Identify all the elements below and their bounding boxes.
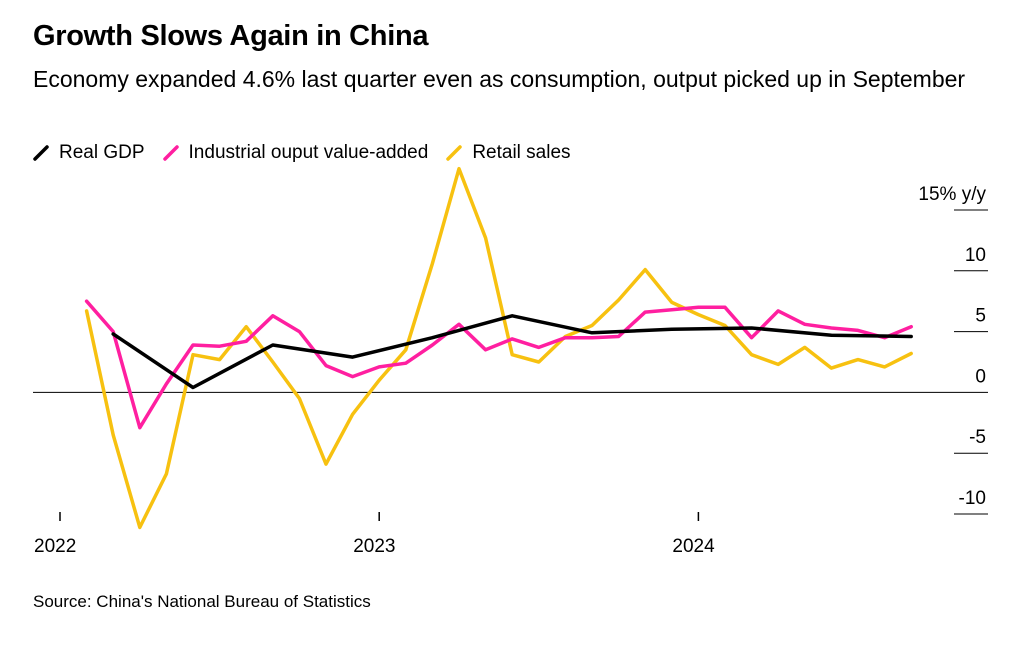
x-axis: 2022 2023 2024 xyxy=(34,512,715,557)
legend-swatch-retail-sales xyxy=(446,145,463,161)
chart-subtitle: Economy expanded 4.6% last quarter even … xyxy=(33,66,966,92)
chart-title: Growth Slows Again in China xyxy=(33,20,429,52)
series-line-industrial-output xyxy=(84,299,913,430)
source-note: Source: China's National Bureau of Stati… xyxy=(33,592,371,611)
legend-swatch-industrial-output xyxy=(162,145,179,161)
y-tick-label: 0 xyxy=(975,366,986,387)
legend-label-real-gdp: Real GDP xyxy=(59,142,145,163)
legend-label-industrial-output: Industrial ouput value-added xyxy=(188,142,429,163)
legend-swatch-real-gdp xyxy=(33,145,49,161)
legend: Real GDP Industrial ouput value-added Re… xyxy=(33,139,589,167)
y-tick-label: -10 xyxy=(959,488,986,509)
y-tick-label: 15% y/y xyxy=(918,184,986,205)
y-tick-label: 5 xyxy=(975,306,986,327)
x-tick-label: 2022 xyxy=(34,536,76,557)
y-tick-label: -5 xyxy=(969,427,986,448)
legend-item-retail-sales: Retail sales xyxy=(446,142,571,164)
x-tick-label: 2023 xyxy=(353,536,395,557)
series-line-real-gdp xyxy=(111,314,913,390)
y-axis: 15% y/y 10 5 0 -5 -10 xyxy=(918,184,986,509)
y-tick-label: 10 xyxy=(965,245,986,266)
series-line-retail-sales xyxy=(84,166,913,530)
legend-label-retail-sales: Retail sales xyxy=(472,142,571,163)
legend-item-real-gdp: Real GDP xyxy=(33,142,145,164)
legend-item-industrial-output: Industrial ouput value-added xyxy=(162,142,429,164)
x-tick-label: 2024 xyxy=(672,536,715,557)
y-gridlines xyxy=(33,209,988,515)
series-lines xyxy=(84,166,913,530)
